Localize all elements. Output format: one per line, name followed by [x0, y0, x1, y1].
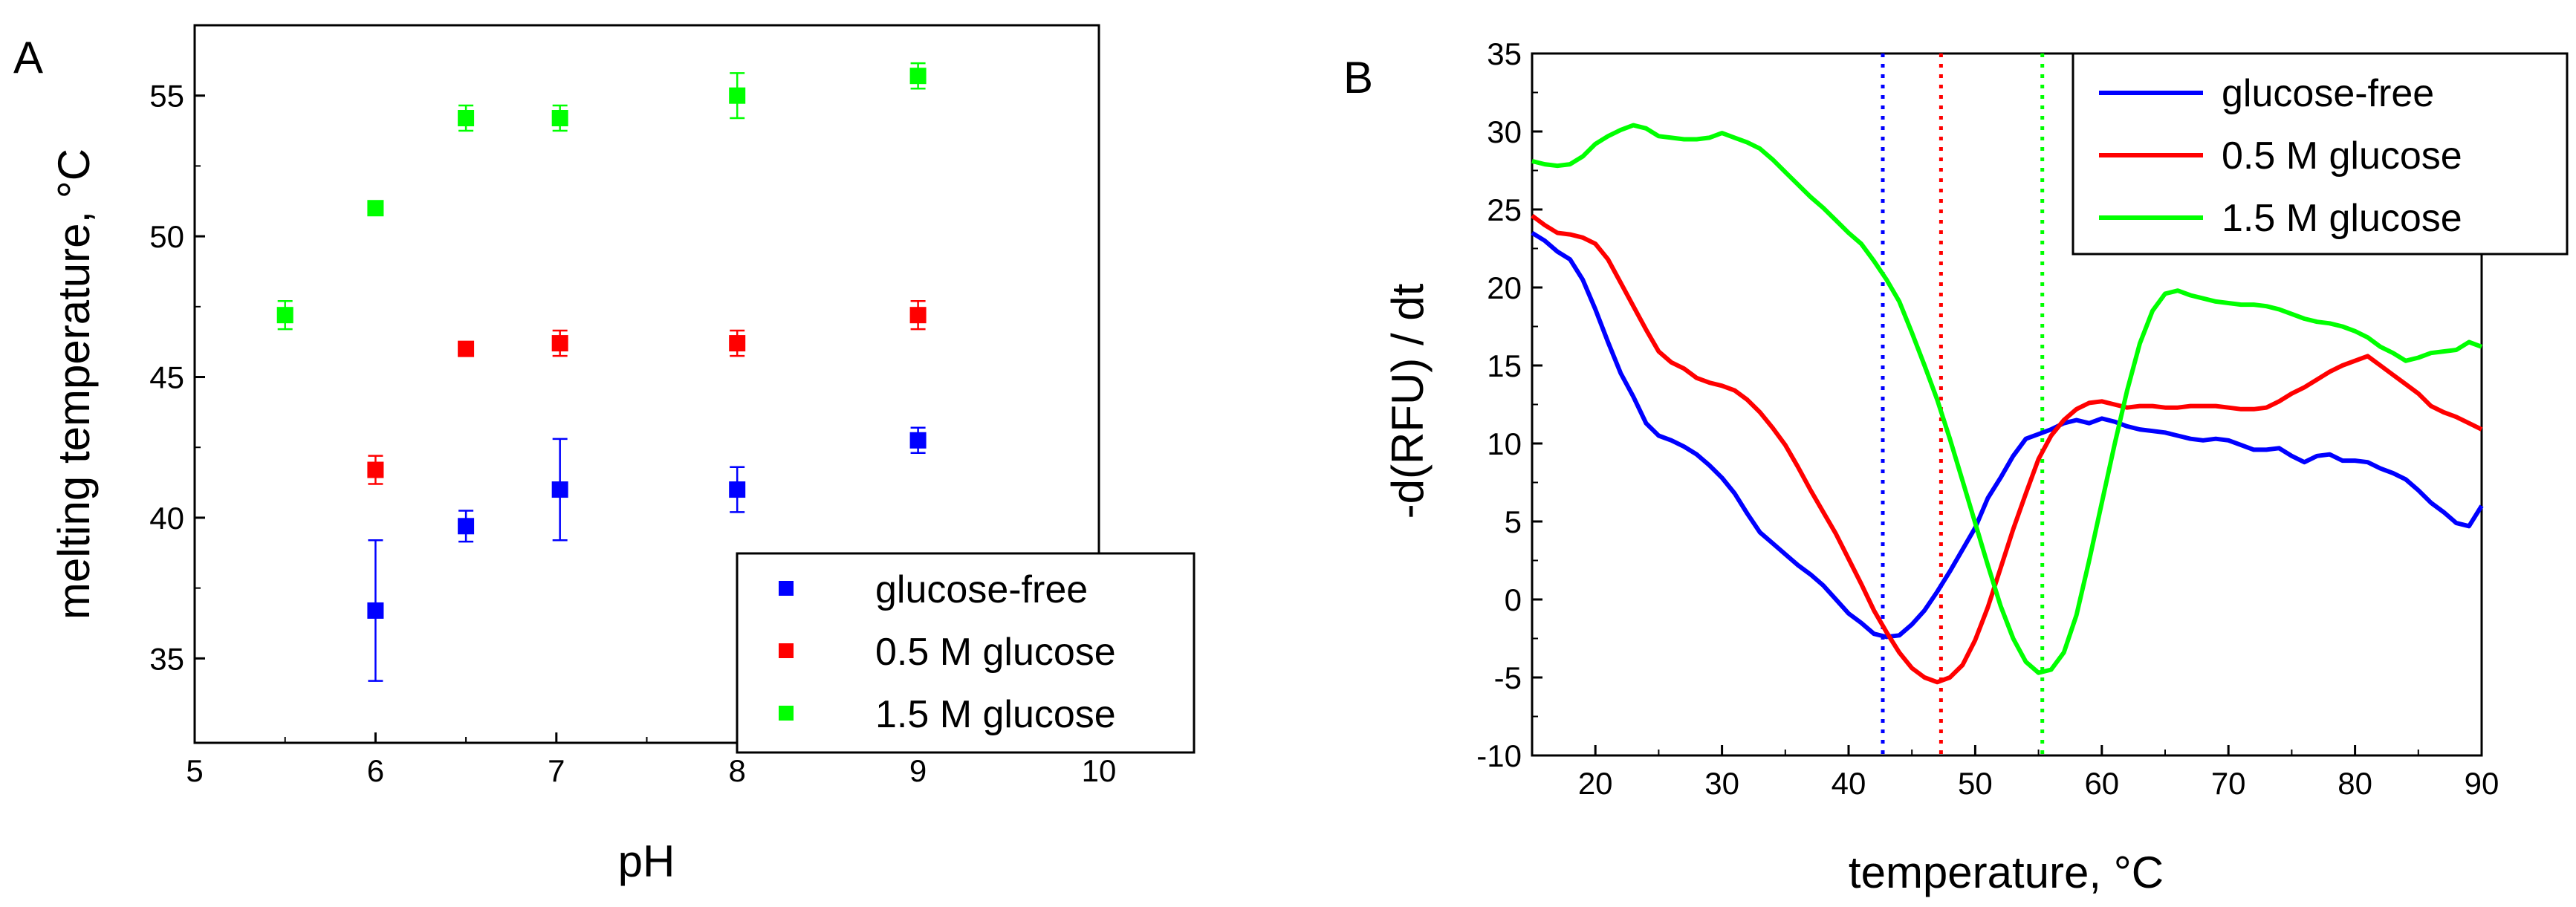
legend-label-glucose-free: glucose-free [2222, 72, 2434, 115]
panel-b-x-tick-label: 20 [1578, 766, 1613, 801]
panel-a-y-tick-label: 40 [149, 501, 184, 536]
panel-b-x-tick-label: 30 [1704, 766, 1739, 801]
data-point-1-5-m-glucose [458, 110, 475, 127]
panel-b-x-tick-label: 70 [2211, 766, 2246, 801]
data-point-glucose-free [909, 432, 927, 449]
panel-a-x-tick-label: 8 [729, 753, 746, 788]
data-point-1-5-m-glucose [276, 307, 293, 324]
panel-b: B -10 -5 0 5 10 15 20 25 30 35 20 30 40 50 60 70 80 90 t… [1343, 36, 2569, 897]
panel-b-y-tick-label: 25 [1487, 192, 1522, 227]
series-line-0-5-m-glucose [1531, 213, 2483, 685]
legend-label-1-5-m-glucose: 1.5 M glucose [2222, 197, 2462, 240]
panel-a-x-tick-label: 7 [548, 753, 565, 788]
panel-a-x-tick-label: 5 [186, 753, 203, 788]
panel-b-y-axis-label: -d(RFU) / dt [1383, 283, 1433, 518]
panel-a-y-tick-label: 35 [149, 641, 184, 676]
panel-b-legend: glucose-free 0.5 M glucose 1.5 M glucose [2071, 52, 2569, 256]
panel-b-y-tick-label: -5 [1494, 660, 1522, 695]
panel-b-y-tick-label: 35 [1487, 36, 1522, 71]
data-point-glucose-free [458, 518, 475, 535]
series-line-1-5-m-glucose [1531, 123, 2483, 675]
panel-a-label: A [13, 33, 43, 82]
panel-a-x-tick-label: 6 [367, 753, 384, 788]
data-point-0-5-m-glucose [551, 335, 568, 352]
data-point-1-5-m-glucose [367, 200, 384, 217]
panel-a: A 35 40 45 50 55 5 6 7 8 9 10 pH melting temperat… [13, 24, 1195, 886]
panel-a-data-points [276, 62, 927, 682]
panel-b-x-tick-label: 40 [1832, 766, 1866, 801]
panel-b-x-tick-label: 60 [2084, 766, 2119, 801]
legend-marker-1-5-m-glucose [779, 706, 794, 721]
panel-b-y-tick-label: 15 [1487, 348, 1522, 383]
data-point-0-5-m-glucose [909, 307, 927, 324]
panel-b-y-tick-label: 20 [1487, 270, 1522, 305]
data-point-0-5-m-glucose [458, 340, 475, 357]
panel-a-y-tick-label: 50 [149, 219, 184, 254]
panel-b-x-tick-label: 90 [2465, 766, 2499, 801]
panel-a-y-tick-label: 45 [149, 360, 184, 395]
legend-label-glucose-free: glucose-free [875, 568, 1088, 611]
panel-a-x-tick-label: 10 [1082, 753, 1117, 788]
panel-b-y-tick-label: 30 [1487, 114, 1522, 149]
legend-label-0-5-m-glucose: 0.5 M glucose [875, 631, 1116, 674]
panel-b-x-tick-label: 50 [1958, 766, 1993, 801]
legend-label-1-5-m-glucose: 1.5 M glucose [875, 693, 1116, 736]
data-point-0-5-m-glucose [367, 461, 384, 478]
data-point-glucose-free [367, 602, 384, 619]
data-point-0-5-m-glucose [729, 335, 746, 352]
legend-marker-glucose-free [779, 581, 794, 596]
data-point-glucose-free [551, 481, 568, 498]
panel-b-curves [1531, 123, 2484, 685]
panel-b-label: B [1343, 53, 1373, 103]
data-point-1-5-m-glucose [729, 87, 746, 104]
legend-label-0-5-m-glucose: 0.5 M glucose [2222, 134, 2462, 178]
data-point-1-5-m-glucose [909, 68, 927, 85]
panel-a-legend-box [736, 552, 1195, 754]
legend-marker-0-5-m-glucose [779, 643, 794, 658]
panel-b-y-tick-label: 0 [1505, 582, 1522, 617]
panel-a-x-tick-label: 9 [909, 753, 927, 788]
panel-b-reference-lines [1881, 53, 2045, 755]
panel-a-x-axis-label: pH [618, 836, 675, 886]
panel-b-y-tick-label: 5 [1505, 504, 1522, 539]
panel-a-legend: glucose-free 0.5 M glucose 1.5 M glucose [736, 552, 1195, 754]
panel-a-y-tick-label: 55 [149, 79, 184, 114]
panel-b-y-tick-label: -10 [1476, 738, 1522, 773]
panel-b-y-tick-label: 10 [1487, 426, 1522, 461]
panel-b-y-ticks: -10 -5 0 5 10 15 20 25 30 35 [1476, 36, 1542, 773]
data-point-1-5-m-glucose [551, 110, 568, 127]
panel-b-x-tick-label: 80 [2337, 766, 2372, 801]
panel-b-x-ticks: 20 30 40 50 60 70 80 90 [1531, 745, 2499, 801]
series-line-glucose-free [1531, 230, 2484, 640]
panel-a-y-ticks: 35 40 45 50 55 [149, 79, 205, 676]
panel-a-y-axis-label: melting temperature, °C [49, 149, 99, 620]
data-point-glucose-free [729, 481, 746, 498]
panel-b-x-axis-label: temperature, °C [1849, 848, 2164, 897]
